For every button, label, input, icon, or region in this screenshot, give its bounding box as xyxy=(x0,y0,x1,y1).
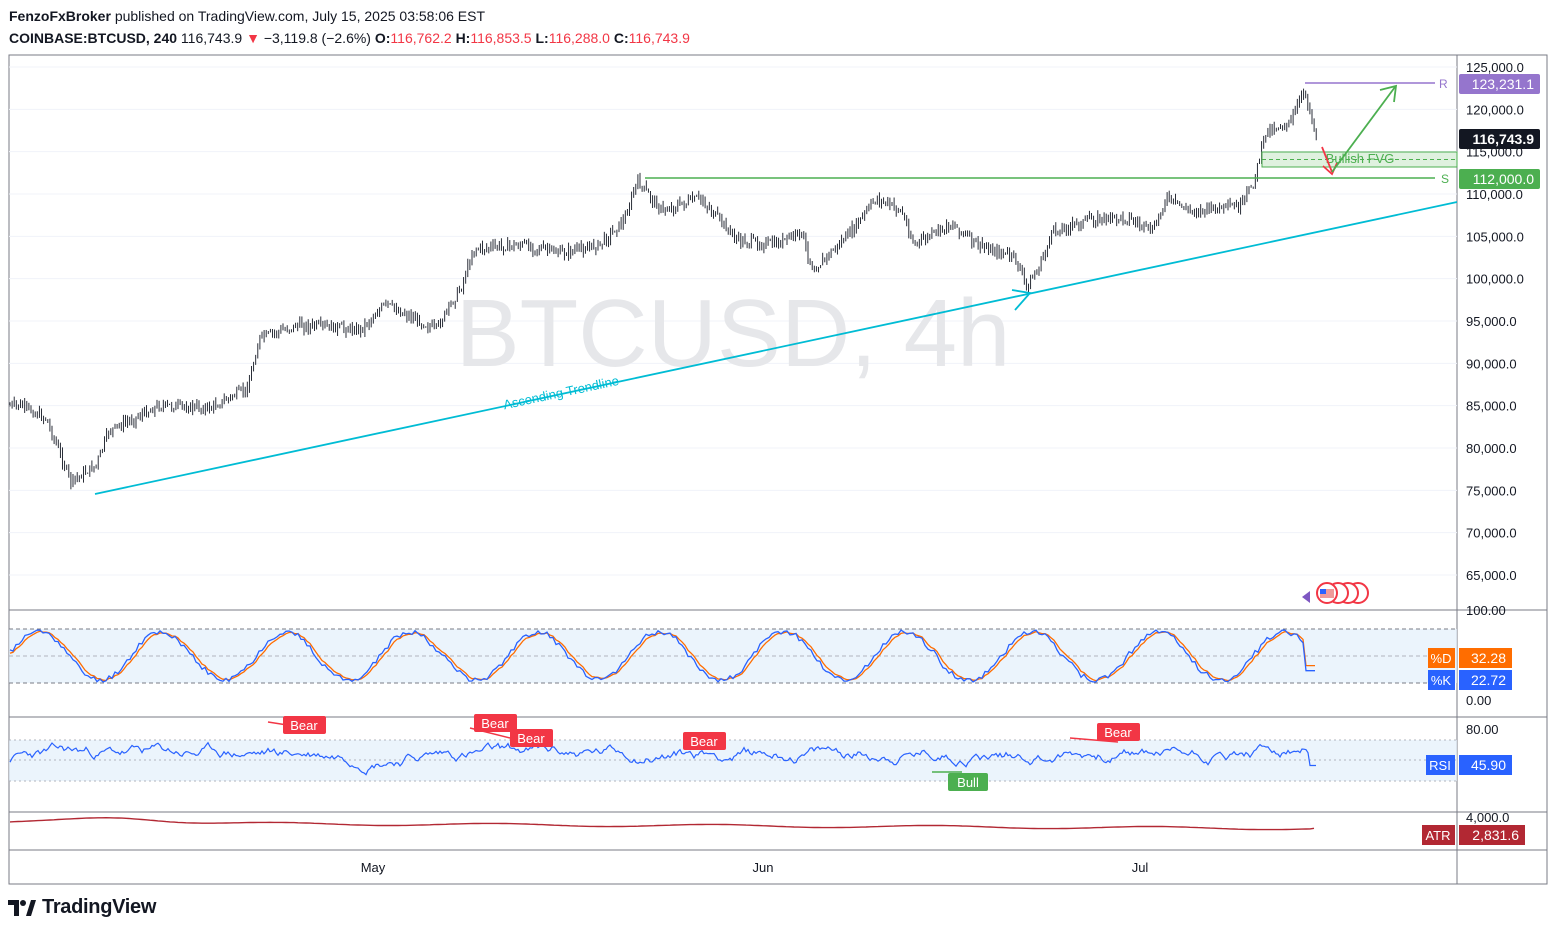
rsi-value-tag xyxy=(1459,755,1512,775)
high-label: H: xyxy=(455,30,471,46)
atr-tag xyxy=(1422,825,1455,845)
trendline-arrow-icon xyxy=(1011,289,1032,311)
rsi-tick-80: 80.00 xyxy=(1466,722,1499,737)
support-price-text: 112,000.0 xyxy=(1473,171,1534,187)
time-label-may: May xyxy=(361,860,386,875)
rsi-divergence-line-4 xyxy=(1069,737,1119,743)
rsi-signal-bear[interactable]: Bear xyxy=(510,729,553,747)
price-tick-label: 80,000.0 xyxy=(1466,441,1517,456)
atr-line xyxy=(9,816,1315,831)
published-text: published on TradingView.com, July 15, 2… xyxy=(114,8,486,24)
atr-label: ATR xyxy=(1425,828,1450,843)
rsi-signal-text: Bear xyxy=(690,734,718,749)
last-price-tag xyxy=(1459,129,1540,149)
rsi-signal-bear[interactable]: Bear xyxy=(283,716,326,734)
high-value: 116,853.5 xyxy=(470,30,532,46)
stoch-d-tag xyxy=(1428,648,1455,668)
price-tick-label: 95,000.0 xyxy=(1466,314,1517,329)
price-tick-label: 70,000.0 xyxy=(1466,526,1517,541)
rsi-value: 45.90 xyxy=(1471,757,1506,773)
tradingview-logo-icon xyxy=(8,899,36,916)
atr-value: 2,831.6 xyxy=(1472,827,1519,843)
time-label-jun: Jun xyxy=(753,860,774,875)
price-tick-label: 105,000.0 xyxy=(1466,229,1524,244)
ascending-trendline[interactable] xyxy=(94,201,1458,495)
close-value: 116,743.9 xyxy=(628,30,690,46)
price-change: −3,119.8 (−2.6%) xyxy=(263,30,371,46)
rsi-signal-text: Bear xyxy=(1104,725,1132,740)
stoch-tick-0: 0.00 xyxy=(1466,693,1491,708)
price-grid xyxy=(9,66,1457,576)
stoch-k-value: 22.72 xyxy=(1471,672,1506,688)
down-arrow-icon: ▼ xyxy=(246,30,260,46)
symbol-name[interactable]: COINBASE:BTCUSD, 240 xyxy=(9,30,178,46)
price-tick-label: 125,000.0 xyxy=(1466,60,1524,75)
stoch-k-value-tag xyxy=(1459,670,1512,690)
watermark: BTCUSD, 4h xyxy=(456,280,1011,387)
up-arrow-head-icon xyxy=(1379,84,1398,103)
stoch-d-value-tag xyxy=(1459,648,1512,668)
last-price: 116,743.9 xyxy=(180,30,243,46)
atr-value-tag xyxy=(1459,825,1525,845)
resistance-price-text: 123,231.1 xyxy=(1472,76,1534,92)
support-price-tag xyxy=(1459,169,1540,189)
last-price-text: 116,743.9 xyxy=(1472,131,1534,147)
rsi-signal-bear[interactable]: Bear xyxy=(474,714,517,732)
resistance-price-tag xyxy=(1459,74,1540,94)
rsi-signal-text: Bear xyxy=(290,718,318,733)
price-tick-label: 75,000.0 xyxy=(1466,483,1517,498)
price-tick-label: 65,000.0 xyxy=(1466,568,1517,583)
rsi-signal-text: Bear xyxy=(517,731,545,746)
fvg-label: Bullish FVG xyxy=(1326,151,1395,166)
price-tick-label: 120,000.0 xyxy=(1466,102,1524,117)
stoch-tick-100: 100.00 xyxy=(1466,603,1506,618)
price-tick-label: 110,000.0 xyxy=(1466,187,1523,202)
low-label: L: xyxy=(535,30,549,46)
projection-down-arrow xyxy=(1321,146,1333,173)
stoch-k-tag xyxy=(1428,670,1455,690)
publisher-line: FenzoFxBroker published on TradingView.c… xyxy=(9,8,485,24)
rsi-label: RSI xyxy=(1429,758,1451,773)
low-value: 116,288.0 xyxy=(548,30,610,46)
symbol-line: COINBASE:BTCUSD, 240 116,743.9 ▼ −3,119.… xyxy=(9,30,690,46)
rsi-signal-bear[interactable]: Bear xyxy=(683,732,726,750)
rsi-tag xyxy=(1426,755,1455,775)
rsi-signal-text: Bull xyxy=(957,775,979,790)
resistance-tag: R xyxy=(1439,77,1448,91)
publisher-name[interactable]: FenzoFxBroker xyxy=(9,8,111,24)
economic-events-icon[interactable] xyxy=(1302,582,1369,604)
price-tick-label: 100,000.0 xyxy=(1466,272,1524,287)
candles xyxy=(9,88,1317,490)
time-label-jul: Jul xyxy=(1132,860,1149,875)
price-tick-label: 85,000.0 xyxy=(1466,399,1517,414)
stoch-k-line xyxy=(9,629,1315,683)
stoch-k-label: %K xyxy=(1431,673,1452,688)
rsi-line xyxy=(9,741,1316,776)
brand-name: TradingView xyxy=(42,896,157,918)
stoch-d-label: %D xyxy=(1431,651,1452,666)
open-value: 116,762.2 xyxy=(390,30,452,46)
rsi-signal-text: Bear xyxy=(481,716,509,731)
rsi-signal-bull[interactable]: Bull xyxy=(948,773,988,791)
support-tag: S xyxy=(1441,172,1449,186)
price-tick-label: 90,000.0 xyxy=(1466,356,1517,371)
tradingview-logo[interactable]: TradingView xyxy=(8,896,156,919)
chart-frame xyxy=(8,54,1548,885)
projection-up-arrow xyxy=(1331,86,1396,173)
atr-tick: 4,000.0 xyxy=(1466,810,1509,825)
stoch-d-value: 32.28 xyxy=(1471,650,1506,666)
open-label: O: xyxy=(374,30,391,46)
rsi-signal-bear[interactable]: Bear xyxy=(1097,723,1140,741)
close-label: C: xyxy=(613,30,629,46)
